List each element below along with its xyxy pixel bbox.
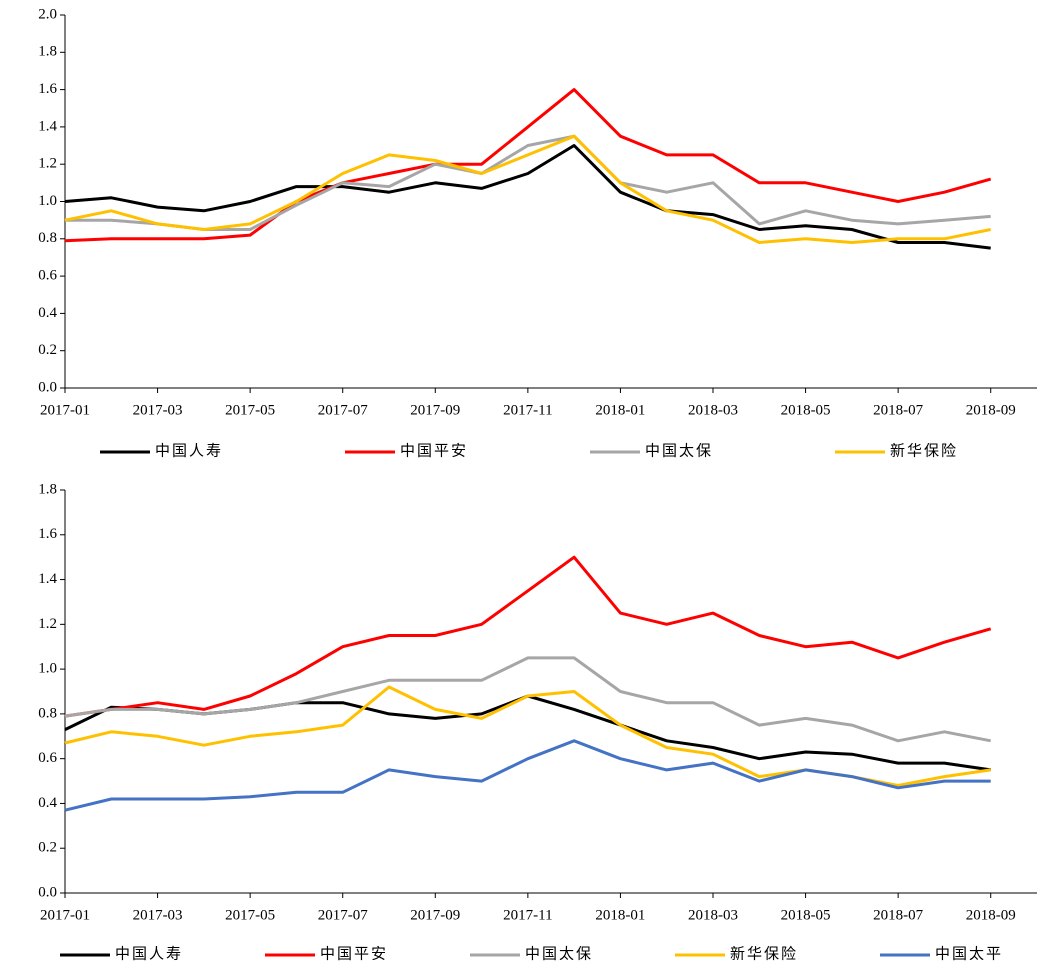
y-tick-label: 1.8 [38,44,57,60]
legend-label: 新华保险 [730,945,798,962]
x-tick-label: 2018-03 [688,907,738,923]
series-line [64,134,991,244]
y-tick-label: 1.2 [38,616,57,632]
series-line [64,144,991,250]
x-tick-label: 2017-03 [133,907,183,923]
y-tick-label: 2.0 [38,6,57,22]
y-tick-label: 0.6 [38,750,57,766]
x-tick-label: 2017-01 [40,402,90,418]
y-tick-label: 0.4 [38,795,57,811]
y-tick-label: 0.8 [38,705,57,721]
x-tick-label: 2018-07 [873,402,923,418]
x-tick-label: 2017-11 [503,402,552,418]
legend-label: 中国平安 [320,945,388,962]
y-tick-label: 1.8 [38,481,57,497]
x-tick-label: 2017-11 [503,907,552,923]
legend-label: 中国太平 [935,945,1003,962]
x-tick-label: 2017-05 [225,402,275,418]
series-line [64,685,991,787]
legend-label: 中国平安 [400,442,468,459]
series-line [64,656,991,743]
x-tick-label: 2017-07 [318,402,368,418]
y-tick-label: 1.6 [38,81,57,97]
legend-label: 新华保险 [890,442,958,459]
x-tick-label: 2017-05 [225,907,275,923]
x-tick-label: 2017-01 [40,907,90,923]
series-line [64,88,992,243]
x-tick-label: 2018-09 [966,402,1016,418]
y-tick-label: 1.2 [38,156,57,172]
x-tick-label: 2018-01 [595,402,645,418]
series-line [64,555,992,718]
x-tick-label: 2017-03 [133,402,183,418]
legend-label: 中国人寿 [155,442,223,459]
y-tick-label: 0.2 [38,840,57,856]
x-tick-label: 2018-07 [873,907,923,923]
x-tick-label: 2017-07 [318,907,368,923]
x-tick-label: 2018-05 [781,402,831,418]
legend-label: 中国太保 [525,945,593,962]
y-tick-label: 1.0 [38,661,57,677]
y-tick-label: 1.6 [38,526,57,542]
y-tick-label: 0.0 [38,379,57,395]
y-tick-label: 0.8 [38,230,57,246]
legend-label: 中国人寿 [115,945,183,962]
y-tick-label: 0.4 [38,305,57,321]
x-tick-label: 2018-01 [595,907,645,923]
series-line [64,739,991,812]
x-tick-label: 2018-09 [966,907,1016,923]
legend-label: 中国太保 [645,442,713,459]
y-tick-label: 1.0 [38,193,57,209]
series-line [65,134,991,231]
y-tick-label: 0.6 [38,268,57,284]
y-tick-label: 1.4 [38,571,57,587]
y-tick-label: 0.0 [38,884,57,900]
x-tick-label: 2018-05 [781,907,831,923]
x-tick-label: 2018-03 [688,402,738,418]
x-tick-label: 2017-09 [410,402,460,418]
y-tick-label: 1.4 [38,118,57,134]
y-tick-label: 0.2 [38,342,57,358]
x-tick-label: 2017-09 [410,907,460,923]
